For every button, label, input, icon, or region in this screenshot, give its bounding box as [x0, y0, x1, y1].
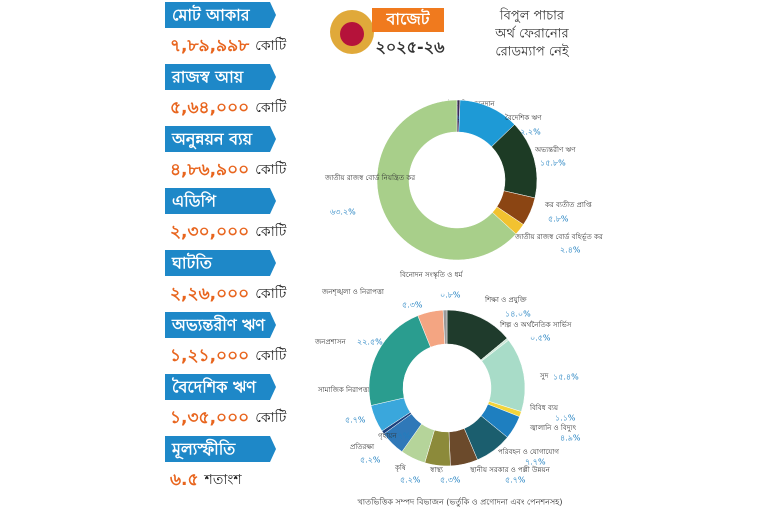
segment-value: ০.৬% [448, 114, 469, 123]
stat-number: ৬.৫ [170, 470, 199, 490]
segment-label: সামাজিক নিরাপত্তা ও কল্যাণ [317, 386, 399, 394]
segment-label: কৃষি [394, 464, 406, 472]
badge-box [372, 8, 444, 32]
segment-label: জাতীয় রাজস্ব বোর্ড বহির্ভূত কর [514, 232, 603, 241]
stat-value: ৭,৮৯,৯৯৮ কোটি [170, 36, 287, 56]
segment-value: ১২.২% [515, 128, 541, 137]
segment-label: শিল্প ও অর্থনৈতিক সার্ভিস [499, 321, 572, 329]
stat-value: ১,২১,০০০ কোটি [170, 346, 287, 366]
stat-label: অভ্যন্তরীণ ঋণ [171, 315, 266, 335]
segment-label: প্রতিরক্ষা [350, 443, 375, 451]
segment-label: স্বাস্থ্য [429, 466, 444, 474]
label-bar [165, 126, 276, 152]
segment-label: বিনোদন সংস্কৃতি ও ধর্ম [399, 271, 463, 279]
donut-segment [368, 315, 431, 406]
headline: রোডম্যাপ নেই [495, 44, 570, 60]
segment-label: গৃহায়ন [378, 432, 397, 440]
stat-unit: কোটি [255, 285, 287, 302]
segment-value: ৫.২% [360, 456, 381, 465]
segment-value: ৫.৮% [548, 215, 569, 224]
stat-value: ৬.৫ শতাংশ [170, 470, 242, 490]
segment-label: জ্বালানি ও বিদ্যুৎ [529, 424, 576, 432]
label-bar [165, 436, 276, 462]
segment-label: স্থানীয় সরকার ও পল্লী উন্নয়ন [469, 465, 551, 474]
segment-value: ১৫.৮% [540, 159, 566, 168]
segment-value: ৬৩.২% [330, 208, 356, 217]
stat-value: ৫,৬৪,০০০ কোটি [170, 98, 287, 118]
stat-number: ৫,৬৪,০০০ [170, 98, 249, 118]
stat-label: বৈদেশিক ঋণ [171, 377, 257, 397]
stat-value: ১,৩৫,০০০ কোটি [170, 408, 287, 428]
segment-value: ০.৫% [530, 334, 551, 343]
stat-label: অনুন্নয়ন ব্যয় [171, 130, 253, 150]
segment-label: বৈদেশিক ঋণ [505, 114, 542, 122]
stat-unit: কোটি [255, 347, 287, 364]
badge-coin [340, 22, 364, 46]
stat-label: মোট আকার [172, 5, 251, 25]
donut-segment [376, 99, 517, 261]
segment-label: অভ্যন্তরীণ ঋণ [534, 145, 576, 154]
stat-label: রাজস্ব আয় [171, 68, 244, 87]
segment-value: ৫.৩% [440, 476, 461, 485]
stat-value: ২,২৬,০০০ কোটি [170, 284, 287, 304]
segment-value: ০.৭% [390, 432, 411, 441]
segment-label: কর ব্যতীত প্রাপ্তি [544, 200, 592, 209]
segment-label: জনপ্রশাসন [314, 338, 346, 346]
stat-unit: কোটি [255, 223, 287, 240]
segment-label: পরিবহন ও যোগাযোগ [498, 448, 559, 456]
label-bar [165, 2, 276, 28]
stat-label: ঘাটতি [171, 253, 213, 273]
segment-value: ৫.৩% [402, 301, 423, 310]
donut-segment [442, 309, 448, 345]
headline: বিপুল পাচার [499, 8, 565, 24]
segment-value: ৪.৯% [560, 434, 581, 443]
segment-label: জাতীয় রাজস্ব বোর্ড নিয়ন্ত্রিত কর [324, 173, 415, 182]
stat-number: ৭,৮৯,৯৯৮ [170, 36, 250, 56]
budget-year: ২০২৫-২৬ [375, 38, 445, 57]
stat-unit: শতাংশ [204, 472, 243, 488]
stat-number: ১,২১,০০০ [170, 346, 249, 366]
badge-text: বাজেট [385, 9, 430, 29]
segment-value: ৫.২% [400, 476, 421, 485]
stat-unit: কোটি [255, 99, 287, 116]
segment-label: জনশৃঙ্খলা ও নিরাপত্তা [321, 288, 385, 296]
headline: অর্থ ফেরানোর [494, 26, 569, 42]
segment-value: ০.৮% [440, 291, 461, 300]
segment-label: শিক্ষা ও প্রযুক্তি [484, 296, 527, 304]
label-bar [165, 250, 276, 276]
stat-number: ১,৩৫,০০০ [170, 408, 249, 428]
segment-value: ২.৪% [560, 246, 581, 255]
label-bar [165, 188, 276, 214]
label-bar [165, 374, 276, 400]
label-bar [165, 64, 276, 90]
segment-value: ১.১% [555, 414, 576, 423]
segment-label: সুদ [539, 372, 549, 380]
stat-label: এডিপি [172, 191, 217, 211]
segment-value: ৭.৭% [525, 458, 546, 467]
segment-value: ২২.৫% [357, 338, 383, 347]
stat-value: ৪,৮৬,৯০০ কোটি [170, 160, 287, 180]
stat-unit: কোটি [255, 161, 287, 178]
stat-label: মূল্যস্ফীতি [171, 439, 236, 461]
stat-unit: কোটি [255, 409, 287, 426]
stat-number: ৪,৮৬,৯০০ [170, 160, 249, 180]
stat-value: ২,৩০,০০০ কোটি [170, 222, 287, 242]
stat-unit: কোটি [255, 37, 287, 54]
caption: খাতভিত্তিক সম্পদ বিভাজন (ভর্তুকি ও প্রণো… [358, 498, 563, 507]
label-bar [165, 312, 276, 338]
stat-number: ২,৩০,০০০ [170, 222, 249, 242]
segment-value: ১৫.৪% [553, 373, 579, 382]
stat-number: ২,২৬,০০০ [170, 284, 249, 304]
segment-value: ৫.৭% [505, 476, 526, 485]
segment-value: ৫.৭% [345, 416, 366, 425]
segment-label: বিবিধ ব্যয় [529, 404, 559, 412]
segment-value: ১৪.০% [505, 310, 531, 319]
